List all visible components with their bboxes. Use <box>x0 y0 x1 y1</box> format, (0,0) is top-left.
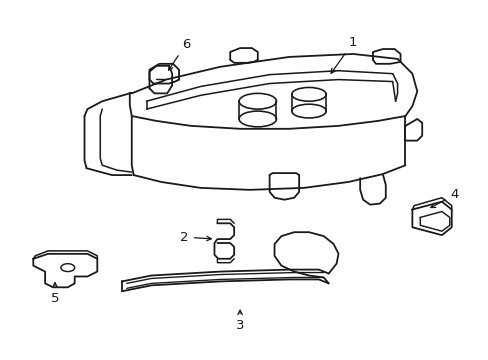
Text: 6: 6 <box>168 38 190 70</box>
Text: 3: 3 <box>235 310 244 332</box>
Text: 5: 5 <box>51 283 59 305</box>
Text: 2: 2 <box>180 231 211 244</box>
Text: 1: 1 <box>330 36 357 73</box>
Text: 4: 4 <box>430 188 458 208</box>
